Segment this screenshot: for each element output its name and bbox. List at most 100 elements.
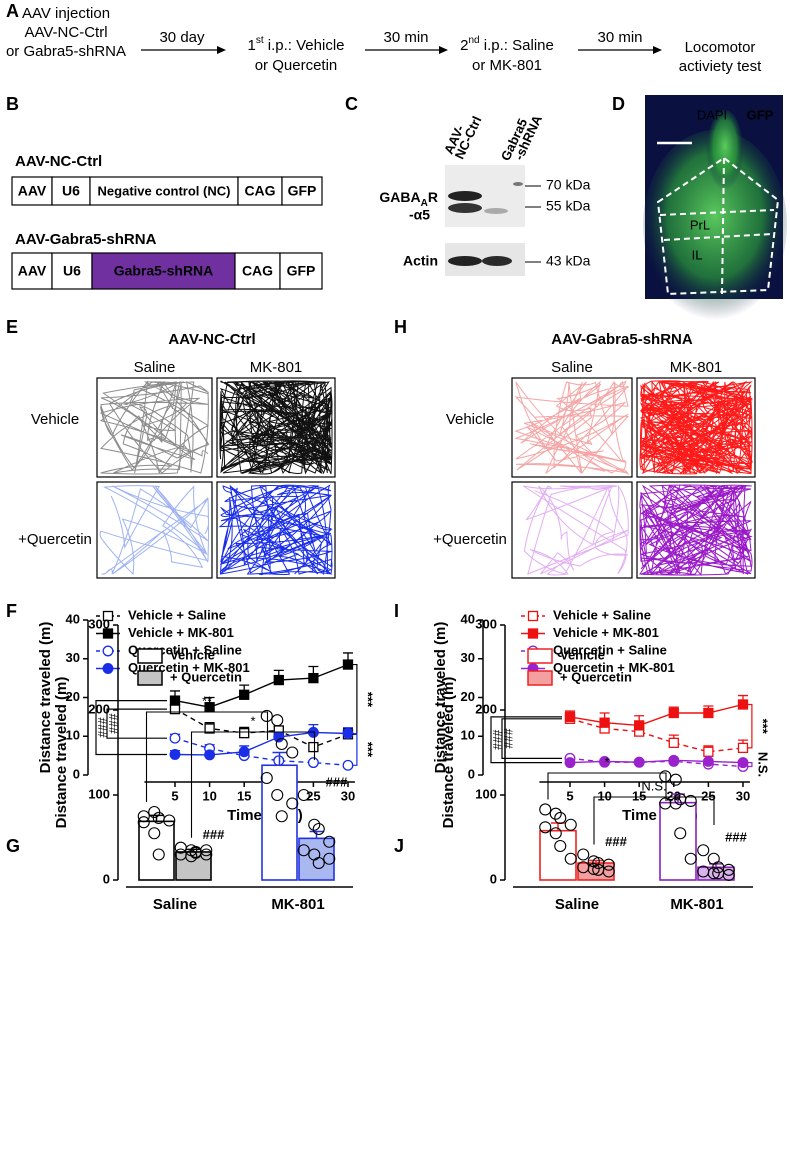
region-label: PrL — [690, 217, 710, 232]
data-point — [200, 844, 213, 857]
annotation: ### — [501, 729, 515, 749]
data-point — [169, 732, 181, 744]
x-tick-label: 30 — [736, 788, 750, 803]
data-point — [668, 707, 679, 719]
track — [514, 380, 630, 476]
legend-label: Vehicle + MK-801 — [553, 625, 659, 640]
x-tick-label: 25 — [701, 788, 715, 803]
y-tick-label: 0 — [490, 871, 497, 886]
step-text: Locomotor — [685, 39, 756, 56]
bar — [659, 801, 697, 881]
data-point — [342, 728, 354, 739]
legend-marker — [527, 610, 539, 622]
x-tick-label: 5 — [171, 788, 178, 803]
y-tick-label: 20 — [66, 689, 80, 704]
series-line — [174, 737, 349, 766]
legend-label: Quercetin + Saline — [553, 642, 667, 657]
series-line — [569, 759, 744, 764]
construct-part-label: U6 — [62, 183, 80, 199]
data-point — [549, 807, 562, 820]
series-line — [569, 703, 744, 727]
y-tick-label: 0 — [73, 766, 80, 781]
blot-label: R — [428, 189, 438, 205]
legend-marker — [102, 628, 114, 639]
step-text: 2 — [460, 37, 468, 54]
legend-label: Vehicle — [560, 647, 605, 662]
marker-label: 55 kDa — [546, 198, 591, 214]
track — [219, 380, 333, 475]
construct-part-label: GFP — [287, 263, 316, 279]
step-text: 1st i.p.: Vehicle — [247, 35, 344, 54]
construct-part — [11, 176, 53, 206]
data-point — [148, 827, 161, 840]
data-point — [669, 773, 682, 786]
legend-label: + Quercetin — [170, 669, 242, 684]
data-point — [634, 720, 645, 731]
data-point — [312, 856, 325, 870]
band — [484, 208, 508, 214]
data-point — [273, 731, 285, 743]
track — [99, 485, 210, 576]
x-tick-label: 15 — [632, 788, 646, 803]
annotation: *** — [360, 742, 375, 758]
data-point — [633, 756, 645, 768]
x-tick-label: MK-801 — [670, 896, 723, 913]
bracket — [95, 700, 167, 756]
marker-label: 70 kDa — [546, 177, 591, 193]
bracket — [501, 718, 562, 759]
data-point — [307, 757, 319, 769]
data-point — [703, 746, 714, 757]
comparison-label: N.S. — [641, 778, 666, 793]
legend-marker — [102, 663, 114, 674]
data-point — [152, 848, 165, 861]
data-point — [564, 818, 577, 831]
track — [218, 484, 333, 576]
construct-part — [51, 252, 93, 290]
construct-part-label: CAG — [244, 183, 275, 199]
blot-label: -α5 — [409, 207, 430, 223]
data-point — [602, 865, 615, 878]
data-point — [539, 803, 552, 816]
blot-label: A — [421, 198, 428, 209]
blot-label: GABA — [379, 189, 420, 205]
data-point — [312, 822, 325, 836]
legend-label: Quercetin + MK-801 — [553, 660, 675, 675]
data-point — [674, 827, 687, 840]
comparison-label: ** — [202, 693, 212, 708]
series-line — [569, 718, 744, 753]
panel-label: G — [6, 836, 20, 856]
blot-label: Actin — [403, 253, 438, 269]
data-point — [697, 844, 710, 857]
y-tick-label: 0 — [103, 871, 110, 886]
band — [482, 256, 512, 266]
data-point — [260, 709, 273, 723]
data-point — [587, 862, 600, 876]
band — [448, 256, 482, 266]
panel-label: C — [345, 94, 358, 114]
data-point — [703, 707, 714, 719]
panel-label: E — [6, 317, 18, 337]
construct-part — [234, 252, 281, 290]
comparison-line — [593, 796, 715, 845]
legend-marker — [102, 610, 114, 622]
error-bar — [149, 814, 164, 822]
band — [448, 203, 482, 213]
data-point — [260, 771, 273, 785]
data-point — [737, 757, 749, 769]
channel-label: DAPI — [697, 107, 727, 122]
y-axis-label: Distance traveled (m) — [53, 677, 70, 829]
x-tick-label: Saline — [555, 896, 599, 913]
data-point — [342, 759, 354, 771]
track — [639, 484, 753, 577]
y-axis-label: Distance traveled (m) — [432, 622, 449, 774]
data-point — [323, 835, 336, 848]
comparison-line — [190, 731, 316, 838]
track-box — [96, 377, 213, 478]
data-point — [308, 672, 319, 684]
data-point — [722, 868, 735, 881]
x-tick-label: 10 — [597, 788, 611, 803]
step-text: AAV injection — [22, 5, 110, 22]
data-point — [271, 714, 284, 727]
annotation: ### — [605, 834, 627, 849]
